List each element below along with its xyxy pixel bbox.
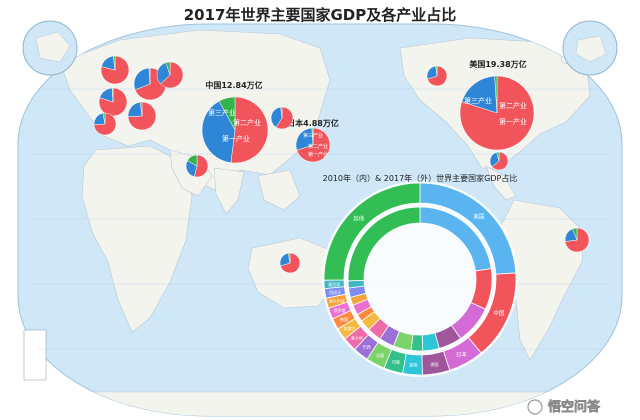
pie-slice bbox=[280, 106, 283, 119]
watermark-logo-icon bbox=[527, 399, 543, 415]
donut-slice-label: 德国 bbox=[431, 361, 439, 367]
pie-slice bbox=[102, 112, 106, 125]
pie-slice bbox=[100, 55, 130, 85]
pie-sector-label: 第一产业 bbox=[308, 151, 328, 158]
pie-slice bbox=[491, 151, 509, 171]
pie-slice bbox=[160, 61, 184, 89]
pie-slice bbox=[156, 62, 171, 85]
pie-slice bbox=[287, 252, 291, 264]
donut-slice-label: 西班牙 bbox=[329, 289, 341, 295]
pie-slice bbox=[230, 96, 269, 164]
pie-sector-label: 第一产业 bbox=[499, 117, 527, 126]
country-pie bbox=[426, 65, 448, 87]
pie-slice bbox=[572, 227, 578, 241]
donut-slice-label: 法国 bbox=[376, 352, 384, 358]
pie-slice bbox=[296, 127, 331, 163]
country-pie bbox=[270, 106, 294, 130]
pie-slice bbox=[165, 61, 171, 76]
pie-slice bbox=[494, 75, 498, 114]
donut-slice-label: 印度 bbox=[392, 359, 400, 365]
donut-slice-label: 加拿大 bbox=[344, 325, 356, 331]
pie-slice bbox=[275, 106, 294, 130]
country-gdp-label: 美国19.38万亿 bbox=[469, 59, 526, 69]
pie-slice bbox=[133, 67, 151, 91]
country-pies: 第三产业第二产业第一产业美国19.38万亿第三产业第二产业第一产业中国12.84… bbox=[93, 55, 590, 274]
south-pole-land bbox=[575, 35, 607, 63]
chart-title: 2017年世界主要国家GDP及各产业占比 bbox=[184, 6, 457, 24]
pie-slice bbox=[139, 101, 143, 117]
map-legend-box bbox=[23, 329, 47, 381]
southeast-asia-land bbox=[257, 169, 301, 211]
pie-sector-label: 第三产业 bbox=[208, 108, 236, 117]
pie-slice bbox=[435, 65, 438, 77]
pie-slice bbox=[193, 154, 209, 178]
pie-slice bbox=[496, 151, 500, 162]
donut-slice-label: 日本 bbox=[456, 350, 468, 358]
country-pie bbox=[127, 101, 157, 131]
pie-sector-label: 第三产业 bbox=[464, 96, 492, 105]
country-gdp-label: 中国12.84万亿 bbox=[205, 80, 262, 90]
donut-slice-label: 其他 bbox=[353, 215, 365, 223]
central-america-land bbox=[485, 165, 517, 201]
country-pie bbox=[185, 154, 209, 178]
donut-outer-slice bbox=[323, 182, 421, 281]
donut-slice-label: 中国 bbox=[493, 309, 505, 317]
country-pie bbox=[156, 61, 184, 89]
pie-slice bbox=[93, 112, 117, 136]
pie-sector-label: 第二产业 bbox=[308, 143, 328, 150]
country-pie bbox=[279, 252, 301, 274]
donut-slice-label: 美国 bbox=[473, 212, 485, 220]
donut-inner-slice bbox=[347, 206, 421, 282]
antarctica-land bbox=[59, 391, 581, 416]
pie-slice bbox=[148, 67, 151, 85]
donut-slice-label: 意大利 bbox=[351, 335, 363, 341]
india-peninsula-land bbox=[213, 167, 245, 215]
pie-slice bbox=[218, 96, 236, 131]
pie-slice bbox=[201, 100, 236, 164]
country-pie bbox=[98, 87, 128, 117]
pie-sector-label: 第二产业 bbox=[233, 118, 261, 127]
donut-title: 2010年（内）& 2017年（外）世界主要国家GDP占比 bbox=[323, 173, 518, 183]
watermark: 悟空问答 bbox=[527, 399, 601, 415]
watermark-text: 悟空问答 bbox=[548, 399, 601, 415]
donut-slice-label: 澳大利亚 bbox=[329, 298, 345, 304]
north-pole-land bbox=[35, 31, 71, 63]
pie-slice bbox=[187, 154, 198, 167]
pie-sector-label: 第三产业 bbox=[303, 132, 323, 139]
donut-slice-label: 英国 bbox=[409, 362, 417, 368]
country-gdp-label: 日本4.88万亿 bbox=[287, 118, 339, 128]
pie-slice bbox=[461, 75, 498, 114]
pie-slice bbox=[311, 127, 314, 146]
donut-slice-label: 巴西 bbox=[363, 345, 371, 350]
pie-sector-label: 第二产业 bbox=[499, 101, 527, 110]
pie-slice bbox=[270, 106, 283, 128]
country-pie bbox=[93, 112, 117, 136]
country-pie bbox=[489, 151, 509, 171]
pie-slice bbox=[295, 127, 314, 151]
pie-slice bbox=[112, 55, 116, 71]
donut-slice-label: 韩国 bbox=[340, 316, 348, 322]
country-pie bbox=[100, 55, 130, 85]
donut-slice-label: 墨西哥 bbox=[328, 281, 340, 287]
country-pie bbox=[564, 227, 590, 253]
pie-slice bbox=[111, 87, 114, 103]
donut-slice-label: 俄罗斯 bbox=[334, 307, 346, 313]
pie-sector-label: 第一产业 bbox=[222, 134, 250, 143]
